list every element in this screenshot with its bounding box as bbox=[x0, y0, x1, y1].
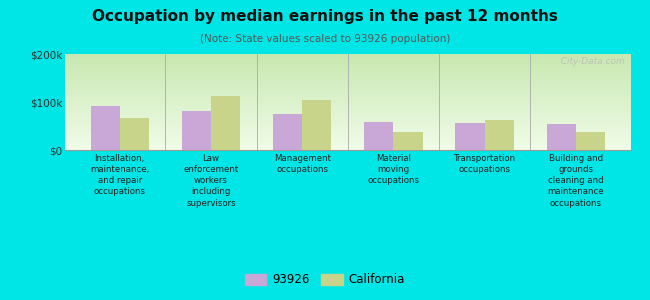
Bar bbox=[302, 100, 332, 150]
Bar bbox=[273, 113, 302, 150]
Text: Occupation by median earnings in the past 12 months: Occupation by median earnings in the pas… bbox=[92, 9, 558, 24]
Bar bbox=[547, 124, 576, 150]
Bar bbox=[182, 111, 211, 150]
Bar bbox=[90, 106, 120, 150]
Bar bbox=[576, 132, 605, 150]
Bar bbox=[364, 122, 393, 150]
Text: City-Data.com: City-Data.com bbox=[555, 57, 625, 66]
Bar bbox=[456, 123, 484, 150]
Bar bbox=[120, 118, 149, 150]
Bar bbox=[484, 120, 514, 150]
Bar bbox=[393, 132, 422, 150]
Bar bbox=[211, 96, 240, 150]
Text: (Note: State values scaled to 93926 population): (Note: State values scaled to 93926 popu… bbox=[200, 34, 450, 44]
Legend: 93926, California: 93926, California bbox=[240, 269, 410, 291]
